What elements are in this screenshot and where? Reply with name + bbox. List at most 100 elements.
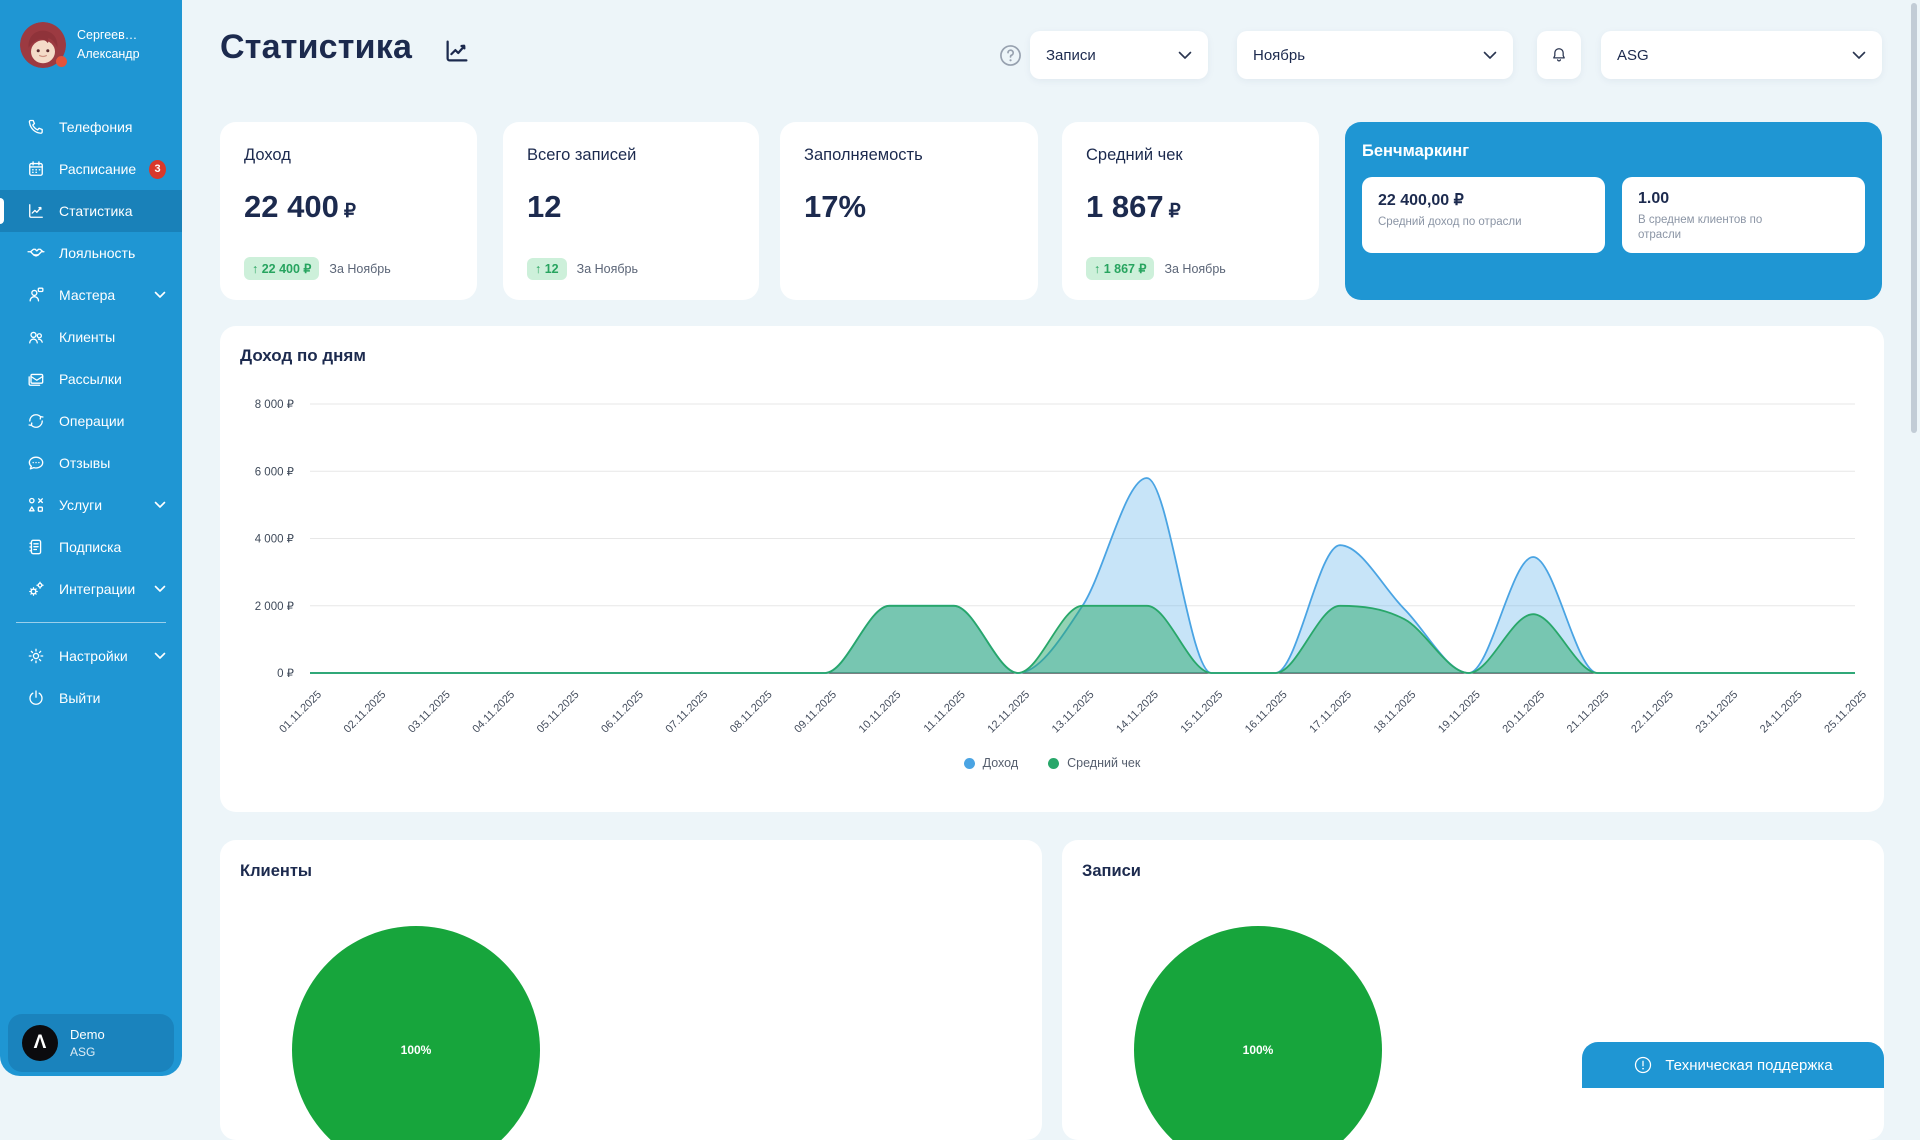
legend-item-Средний чек[interactable]: Средний чек: [1048, 756, 1140, 770]
gear-icon: [26, 646, 46, 666]
sidebar-item-loyalty[interactable]: Лояльность: [0, 232, 182, 274]
profile-name: Сергеев… Александр: [77, 26, 140, 64]
refresh-icon: [26, 411, 46, 431]
notifications-button[interactable]: [1537, 31, 1581, 79]
workspace-text: Demo ASG: [70, 1026, 105, 1061]
sidebar-item-label: Рассылки: [59, 371, 122, 387]
svg-text:07.11.2025: 07.11.2025: [664, 689, 711, 736]
chevron-down-icon: [154, 501, 166, 509]
records-pie-chart: 100%: [1134, 926, 1382, 1140]
svg-text:05.11.2025: 05.11.2025: [535, 689, 582, 736]
scrollbar-thumb[interactable]: [1911, 3, 1917, 433]
sidebar-item-settings[interactable]: Настройки: [0, 635, 182, 677]
stat-card-title: Средний чек: [1086, 146, 1295, 165]
stat-card-title: Доход: [244, 146, 453, 165]
sidebar-item-mailings[interactable]: Рассылки: [0, 358, 182, 400]
stat-card-average-check: Средний чек 1 867₽ ↑ 1 867 ₽ За Ноябрь: [1062, 122, 1319, 300]
month-filter-dropdown[interactable]: Ноябрь: [1237, 31, 1513, 79]
svg-text:12.11.2025: 12.11.2025: [985, 689, 1032, 736]
area-chart: 0 ₽2 000 ₽4 000 ₽6 000 ₽8 000 ₽01.11.202…: [220, 326, 1884, 796]
bell-icon: [1549, 45, 1569, 65]
tech-support-button[interactable]: Техническая поддержка: [1582, 1042, 1884, 1088]
sidebar-item-logout[interactable]: Выйти: [0, 677, 182, 719]
sidebar-item-label: Отзывы: [59, 455, 110, 471]
phone-icon: [26, 117, 46, 137]
svg-text:09.11.2025: 09.11.2025: [792, 689, 839, 736]
legend-dot: [1048, 758, 1059, 769]
svg-text:21.11.2025: 21.11.2025: [1565, 689, 1612, 736]
profile-name-line2: Александр: [77, 45, 140, 64]
chart-title-icon: [442, 36, 472, 66]
svg-text:14.11.2025: 14.11.2025: [1114, 689, 1161, 736]
sidebar-item-schedule[interactable]: Расписание 3: [0, 148, 182, 190]
sidebar-item-subscription[interactable]: Подписка: [0, 526, 182, 568]
status-dot: [56, 56, 67, 67]
pie-card-title: Клиенты: [240, 862, 312, 881]
sidebar: Сергеев… Александр Телефония Расписание …: [0, 0, 182, 1076]
svg-text:0 ₽: 0 ₽: [277, 668, 295, 680]
sidebar-item-label: Интеграции: [59, 581, 135, 597]
pie-percentage-label: 100%: [401, 1043, 432, 1057]
sidebar-item-clients[interactable]: Клиенты: [0, 316, 182, 358]
sidebar-item-label: Лояльность: [59, 245, 135, 261]
question-circle-icon: [998, 43, 1023, 68]
sidebar-divider: [16, 622, 166, 623]
trend-badge: ↑ 1 867 ₽: [1086, 257, 1154, 280]
calendar-icon: [26, 159, 46, 179]
sidebar-item-reviews[interactable]: Отзывы: [0, 442, 182, 484]
records-filter-value: Записи: [1046, 47, 1096, 64]
benchmark-metric-income: 22 400,00 ₽ Средний доход по отрасли: [1362, 177, 1605, 253]
stat-card-title: Всего записей: [527, 146, 735, 165]
avatar: [20, 22, 66, 68]
svg-text:19.11.2025: 19.11.2025: [1436, 689, 1483, 736]
benchmark-label: В среднем клиентов по отрасли: [1638, 213, 1798, 243]
power-icon: [26, 688, 46, 708]
sidebar-item-label: Расписание: [59, 161, 136, 177]
svg-text:04.11.2025: 04.11.2025: [470, 689, 517, 736]
benchmark-value: 1.00: [1638, 190, 1849, 208]
trend-badge: ↑ 12: [527, 258, 567, 280]
stat-card-footer: ↑ 22 400 ₽ За Ноябрь: [244, 257, 453, 280]
workspace-org: ASG: [70, 1044, 105, 1061]
workspace-switcher[interactable]: Λ Demo ASG: [8, 1014, 174, 1072]
svg-text:16.11.2025: 16.11.2025: [1243, 689, 1290, 736]
legend-item-Доход[interactable]: Доход: [964, 756, 1019, 770]
sidebar-item-masters[interactable]: Мастера: [0, 274, 182, 316]
chart-icon: [26, 201, 46, 221]
svg-text:4 000 ₽: 4 000 ₽: [255, 534, 295, 546]
chevron-down-icon: [154, 652, 166, 660]
workspace-select-dropdown[interactable]: ASG: [1601, 31, 1882, 79]
svg-text:10.11.2025: 10.11.2025: [857, 689, 904, 736]
stat-card-value: 12: [527, 189, 735, 225]
sidebar-item-operations[interactable]: Операции: [0, 400, 182, 442]
svg-text:22.11.2025: 22.11.2025: [1629, 689, 1676, 736]
period-label: За Ноябрь: [329, 262, 390, 276]
profile-name-line1: Сергеев…: [77, 26, 140, 45]
person-chat-icon: [26, 285, 46, 305]
stat-card-footer: ↑ 1 867 ₽ За Ноябрь: [1086, 257, 1295, 280]
sidebar-item-integrations[interactable]: Интеграции: [0, 568, 182, 610]
sidebar-item-label: Услуги: [59, 497, 102, 513]
daily-income-chart-card: Доход по дням 0 ₽2 000 ₽4 000 ₽6 000 ₽8 …: [220, 326, 1884, 812]
document-icon: [26, 537, 46, 557]
svg-text:15.11.2025: 15.11.2025: [1179, 689, 1226, 736]
benchmark-card: Бенчмаркинг 22 400,00 ₽ Средний доход по…: [1345, 122, 1882, 300]
sidebar-item-services[interactable]: Услуги: [0, 484, 182, 526]
svg-text:6 000 ₽: 6 000 ₽: [255, 466, 295, 478]
sidebar-item-statistics[interactable]: Статистика: [0, 190, 182, 232]
workspace-logo: Λ: [22, 1025, 58, 1061]
help-button[interactable]: [998, 43, 1023, 68]
records-filter-dropdown[interactable]: Записи: [1030, 31, 1208, 79]
sidebar-item-label: Телефония: [59, 119, 132, 135]
svg-text:25.11.2025: 25.11.2025: [1822, 689, 1869, 736]
benchmark-label: Средний доход по отрасли: [1378, 215, 1538, 230]
svg-text:01.11.2025: 01.11.2025: [277, 689, 324, 736]
user-profile[interactable]: Сергеев… Александр: [0, 0, 182, 68]
chevron-down-icon: [154, 585, 166, 593]
svg-text:24.11.2025: 24.11.2025: [1758, 689, 1805, 736]
stat-card-occupancy: Заполняемость 17%: [780, 122, 1038, 300]
svg-text:02.11.2025: 02.11.2025: [342, 689, 389, 736]
sidebar-item-telephony[interactable]: Телефония: [0, 106, 182, 148]
sidebar-item-label: Выйти: [59, 690, 100, 706]
alert-circle-icon: [1633, 1055, 1653, 1075]
